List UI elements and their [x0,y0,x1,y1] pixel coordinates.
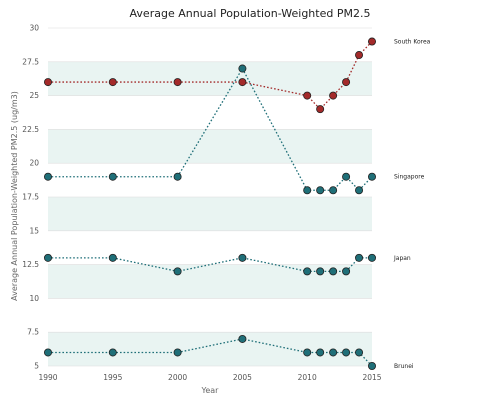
data-point[interactable] [367,361,376,370]
data-point[interactable] [303,186,312,195]
data-point[interactable] [238,334,247,343]
series-brunei [44,334,376,370]
y-tick-label: 5 [34,362,39,371]
data-point[interactable] [44,253,53,262]
x-tick-label: 2010 [298,373,317,382]
data-point[interactable] [355,186,364,195]
data-point[interactable] [329,91,338,100]
series-line [48,338,373,367]
x-axis-ticks: 1990 1995 2000 2005 2010 2015 [38,373,381,382]
data-point[interactable] [108,348,117,357]
data-point[interactable] [173,348,182,357]
series-singapore [44,64,376,195]
data-point[interactable] [329,348,338,357]
series-line [48,257,372,273]
data-point[interactable] [367,172,376,181]
data-point[interactable] [173,267,182,276]
y-tick-label: 10 [29,294,39,303]
data-point[interactable] [303,91,312,100]
data-point[interactable] [238,253,247,262]
data-point[interactable] [44,348,53,357]
data-point[interactable] [367,37,376,46]
data-point[interactable] [342,172,351,181]
data-point[interactable] [238,64,247,73]
series-label: South Korea [394,39,431,46]
x-tick-label: 1990 [38,373,57,382]
series-line [48,67,373,192]
background-band [48,61,372,96]
series-layer [44,37,376,370]
y-tick-label: 20 [29,159,39,168]
data-point[interactable] [342,348,351,357]
background-band [48,332,372,366]
series-south-korea [44,37,376,114]
y-tick-label: 30 [29,24,39,33]
data-point[interactable] [173,172,182,181]
data-point[interactable] [367,253,376,262]
series-label: Japan [393,255,411,262]
background-band [48,129,372,164]
x-tick-label: 2000 [168,373,187,382]
data-point[interactable] [173,78,182,87]
data-point[interactable] [108,78,117,87]
data-point[interactable] [44,172,53,181]
series-label: Brunei [394,363,414,370]
y-axis-label: Average Annual Population-Weighted PM2.5… [10,91,19,301]
data-point[interactable] [329,267,338,276]
data-point[interactable] [108,253,117,262]
data-point[interactable] [316,105,325,114]
y-tick-label: 7.5 [27,328,39,337]
data-point[interactable] [44,78,53,87]
data-point[interactable] [355,51,364,60]
y-tick-label: 27.5 [22,57,39,66]
y-tick-label: 17.5 [22,193,39,202]
data-point[interactable] [303,348,312,357]
data-point[interactable] [355,253,364,262]
data-point[interactable] [303,267,312,276]
x-tick-label: 1995 [103,373,122,382]
data-point[interactable] [316,267,325,276]
data-point[interactable] [316,348,325,357]
data-point[interactable] [342,78,351,87]
series-japan [44,253,376,276]
x-tick-label: 2015 [362,373,381,382]
series-line [48,41,373,111]
x-tick-label: 2005 [233,373,252,382]
y-tick-label: 22.5 [22,125,39,134]
data-point[interactable] [342,267,351,276]
data-point[interactable] [238,78,247,87]
series-label: Singapore [394,174,425,181]
x-axis-label: Year [201,386,220,395]
data-point[interactable] [329,186,338,195]
gridlines [48,27,372,367]
series-labels: South Korea Singapore Japan Brunei [393,39,431,370]
data-point[interactable] [316,186,325,195]
y-tick-label: 12.5 [22,260,39,269]
data-point[interactable] [108,172,117,181]
background-band [48,197,372,231]
data-point[interactable] [355,348,364,357]
chart-title: Average Annual Population-Weighted PM2.5 [130,7,371,20]
y-tick-label: 25 [29,91,39,100]
y-tick-label: 15 [29,226,39,235]
y-axis-ticks: 5 7.5 10 12.5 15 17.5 20 22.5 25 27.5 30 [22,24,39,371]
